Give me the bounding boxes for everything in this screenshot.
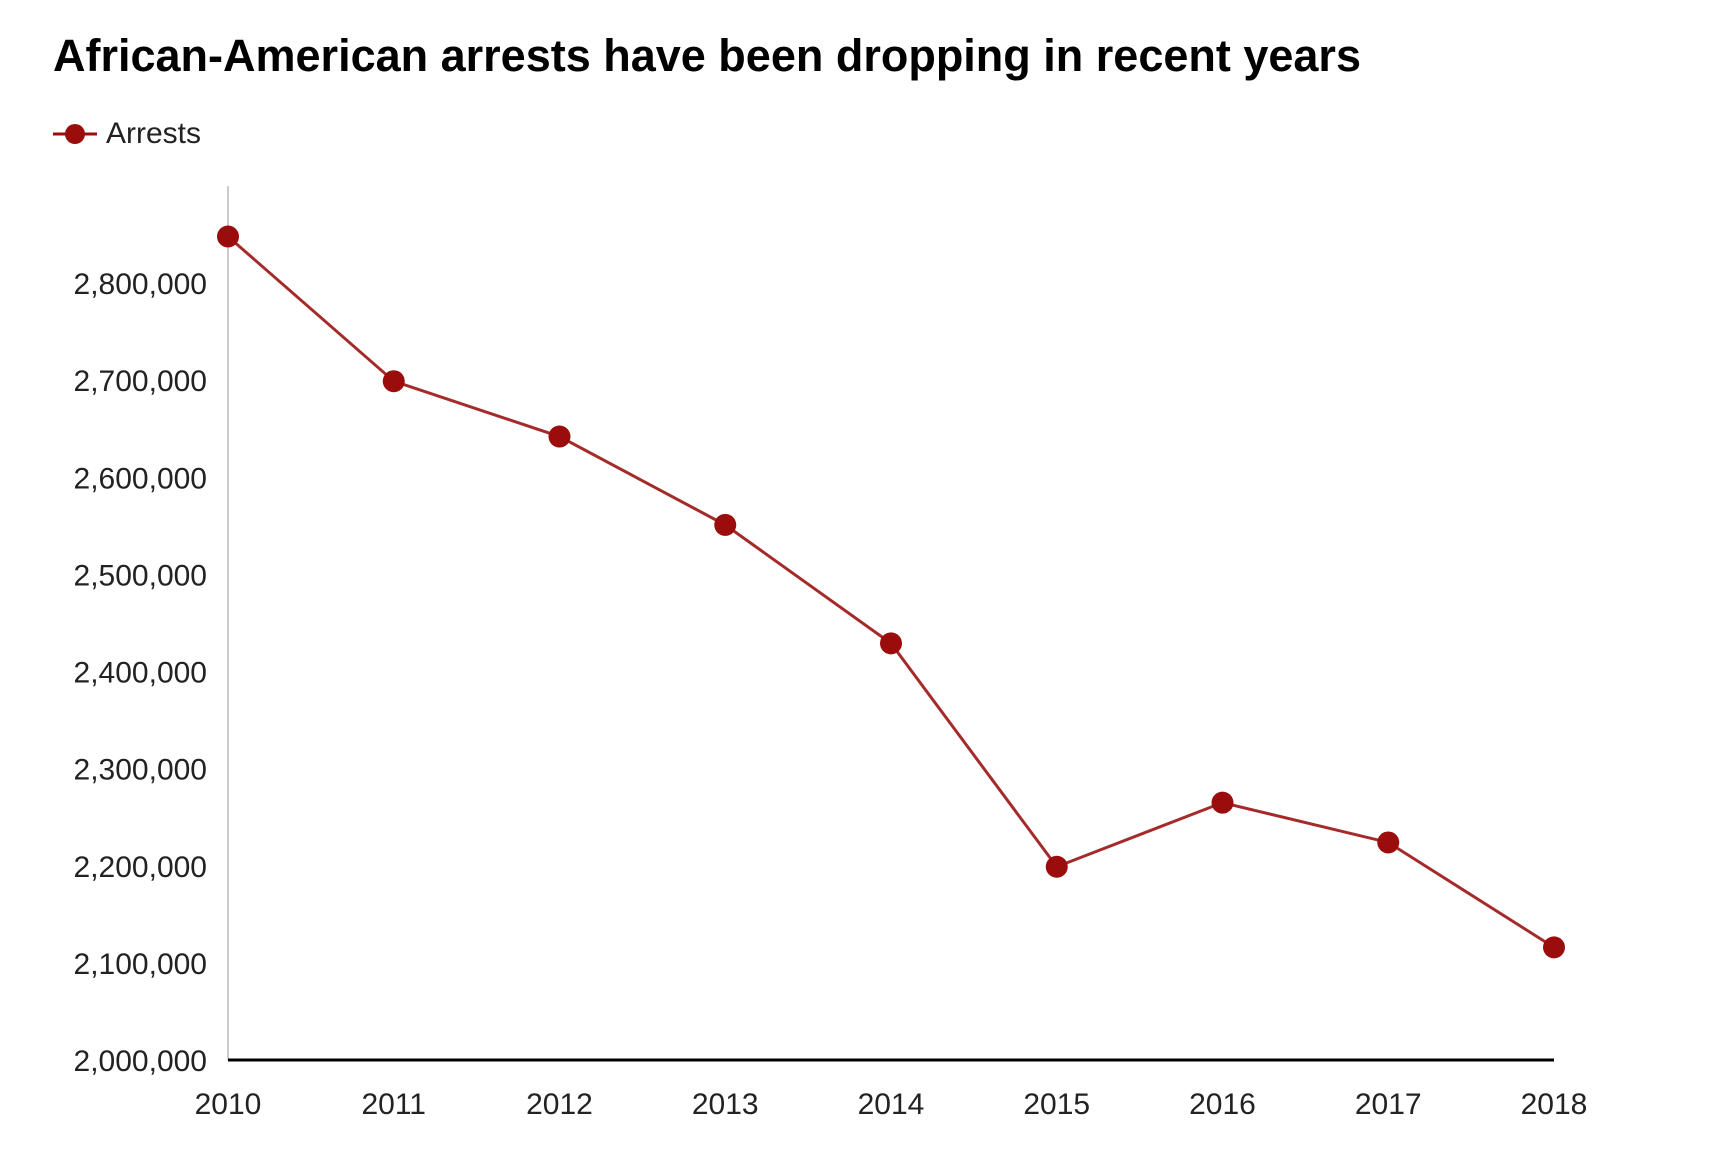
y-tick-label: 2,500,000	[74, 559, 207, 592]
y-tick-label: 2,000,000	[74, 1045, 207, 1078]
legend: Arrests	[53, 116, 201, 152]
y-tick-label: 2,700,000	[74, 365, 207, 398]
y-tick-label: 2,300,000	[74, 754, 207, 787]
data-point-2010	[217, 225, 239, 248]
x-tick-label: 2014	[858, 1088, 925, 1121]
chart-title: African-American arrests have been dropp…	[53, 30, 1361, 81]
x-tick-label: 2011	[361, 1088, 426, 1121]
data-point-2014	[880, 632, 902, 655]
data-point-2017	[1377, 831, 1400, 854]
series-line-arrests	[227, 235, 1555, 949]
y-axis-labels: 2,000,000 2,100,000 2,200,000 2,300,000 2,40…	[74, 268, 207, 1078]
x-tick-label: 2013	[692, 1088, 759, 1121]
x-tick-label: 2010	[195, 1088, 262, 1121]
x-tick-label: 2012	[526, 1088, 593, 1121]
y-tick-label: 2,200,000	[74, 851, 207, 884]
x-tick-label: 2017	[1355, 1088, 1422, 1121]
x-tick-label: 2018	[1521, 1088, 1588, 1121]
data-point-2015	[1045, 855, 1068, 878]
x-tick-label: 2016	[1189, 1088, 1256, 1121]
data-points	[217, 225, 1565, 959]
x-axis-labels: 2010 2011 2012 2013 2014 2015 2016 2017 2018	[195, 1088, 1588, 1121]
data-point-2013	[714, 513, 737, 536]
x-tick-label: 2015	[1023, 1088, 1090, 1121]
legend-marker-icon	[53, 124, 97, 144]
data-point-2016	[1211, 791, 1234, 814]
legend-label: Arrests	[106, 117, 202, 150]
y-tick-label: 2,800,000	[74, 268, 207, 301]
y-tick-label: 2,400,000	[74, 657, 207, 690]
y-tick-label: 2,100,000	[74, 948, 207, 981]
data-point-2011	[382, 370, 405, 393]
data-point-2018	[1543, 936, 1565, 959]
data-point-2012	[548, 425, 571, 448]
y-tick-label: 2,600,000	[74, 462, 207, 495]
